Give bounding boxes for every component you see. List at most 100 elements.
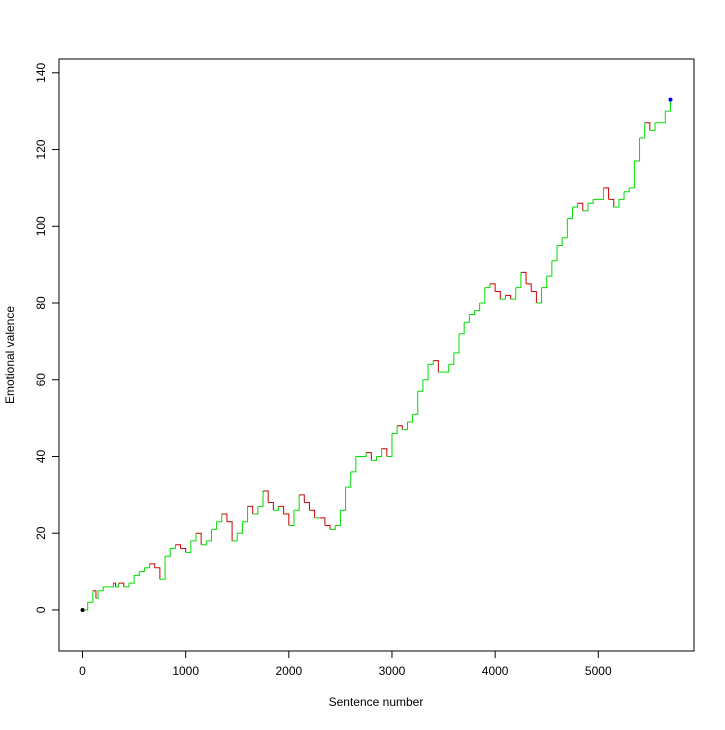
step-segment bbox=[293, 494, 300, 511]
step-segment bbox=[144, 563, 151, 569]
step-segment bbox=[624, 187, 630, 193]
plot-frame bbox=[58, 58, 695, 652]
step-segment bbox=[97, 586, 104, 592]
step-segment bbox=[309, 509, 316, 518]
step-segment bbox=[170, 544, 176, 550]
step-segment bbox=[582, 203, 589, 212]
step-segment bbox=[469, 310, 475, 316]
step-segment bbox=[381, 448, 388, 457]
step-segment bbox=[546, 260, 553, 277]
step-segment bbox=[577, 202, 584, 211]
step-segment bbox=[273, 506, 280, 511]
step-segment bbox=[371, 456, 377, 461]
step-segment bbox=[567, 207, 573, 220]
step-segment bbox=[118, 582, 125, 587]
y-tick-label: 20 bbox=[34, 526, 48, 540]
step-segment bbox=[453, 333, 460, 354]
step-segment bbox=[629, 161, 635, 189]
x-tick-label: 4000 bbox=[482, 664, 509, 678]
step-segment bbox=[206, 529, 212, 542]
step-segment bbox=[361, 452, 367, 457]
step-segment bbox=[268, 502, 274, 511]
step-segment bbox=[428, 360, 434, 365]
step-segment bbox=[639, 122, 646, 139]
step-segment bbox=[288, 510, 295, 527]
step-segment bbox=[443, 364, 450, 373]
step-segment bbox=[335, 510, 341, 527]
step-segment bbox=[115, 583, 120, 588]
step-segment bbox=[459, 322, 465, 335]
step-segment bbox=[95, 590, 99, 599]
step-segment bbox=[515, 272, 522, 289]
step-segment bbox=[345, 471, 352, 488]
step-segment bbox=[603, 187, 610, 200]
step-segment bbox=[531, 291, 537, 304]
step-segment bbox=[422, 364, 429, 381]
step-segment bbox=[417, 379, 424, 392]
step-segment bbox=[613, 199, 620, 208]
step-segment bbox=[221, 513, 228, 522]
step-segment bbox=[526, 283, 532, 292]
step-segment bbox=[644, 122, 651, 131]
step-segment bbox=[242, 506, 249, 523]
step-segment bbox=[479, 287, 486, 304]
step-segment bbox=[572, 203, 579, 208]
step-segment bbox=[226, 521, 233, 541]
step-segment bbox=[660, 111, 666, 124]
end-point bbox=[668, 97, 673, 102]
step-segment bbox=[464, 314, 470, 323]
step-segment bbox=[185, 540, 192, 553]
step-segment bbox=[330, 525, 336, 530]
start-point bbox=[80, 607, 85, 612]
step-segment bbox=[562, 218, 568, 239]
step-segment bbox=[319, 517, 326, 526]
step-segment bbox=[283, 513, 290, 526]
step-segment bbox=[324, 525, 331, 530]
y-tick-label: 80 bbox=[34, 296, 48, 310]
step-segment bbox=[128, 575, 135, 584]
step-segment bbox=[232, 533, 238, 542]
step-segment bbox=[598, 187, 604, 200]
y-tick-label: 60 bbox=[34, 373, 48, 387]
step-segment bbox=[216, 514, 223, 523]
step-segment bbox=[304, 502, 310, 511]
step-segment bbox=[180, 548, 187, 553]
step-segment bbox=[201, 540, 207, 546]
step-segment bbox=[252, 506, 259, 515]
step-segment bbox=[165, 548, 171, 557]
step-segment bbox=[386, 433, 393, 457]
step-segment bbox=[123, 583, 130, 588]
step-segment bbox=[113, 582, 117, 587]
step-segment bbox=[608, 198, 615, 208]
step-segment bbox=[376, 448, 383, 457]
y-tick-label: 140 bbox=[34, 62, 48, 82]
step-segment bbox=[634, 138, 641, 162]
step-segment bbox=[366, 452, 372, 461]
step-segment bbox=[649, 122, 656, 131]
step-segment bbox=[587, 199, 594, 204]
step-segment bbox=[505, 294, 512, 300]
step-segment bbox=[154, 567, 161, 580]
step-segment bbox=[237, 521, 243, 534]
y-tick-label: 100 bbox=[34, 216, 48, 236]
step-segment bbox=[412, 391, 419, 415]
step-segment bbox=[92, 590, 97, 599]
step-segment bbox=[190, 533, 197, 542]
y-tick-label: 40 bbox=[34, 449, 48, 463]
step-segment bbox=[195, 532, 202, 545]
step-segment bbox=[618, 191, 625, 200]
step-segment bbox=[278, 505, 285, 515]
x-tick-label: 5000 bbox=[585, 664, 612, 678]
step-segment bbox=[87, 590, 94, 603]
step-segment bbox=[536, 287, 543, 304]
y-tick-label: 0 bbox=[34, 606, 48, 613]
step-segment bbox=[402, 421, 408, 431]
step-segment bbox=[520, 271, 527, 284]
step-segment bbox=[474, 303, 481, 312]
x-tick-label: 2000 bbox=[275, 664, 302, 678]
step-segment bbox=[103, 583, 114, 588]
step-segment bbox=[299, 494, 305, 503]
step-segment bbox=[211, 521, 218, 530]
step-segment bbox=[495, 291, 501, 300]
